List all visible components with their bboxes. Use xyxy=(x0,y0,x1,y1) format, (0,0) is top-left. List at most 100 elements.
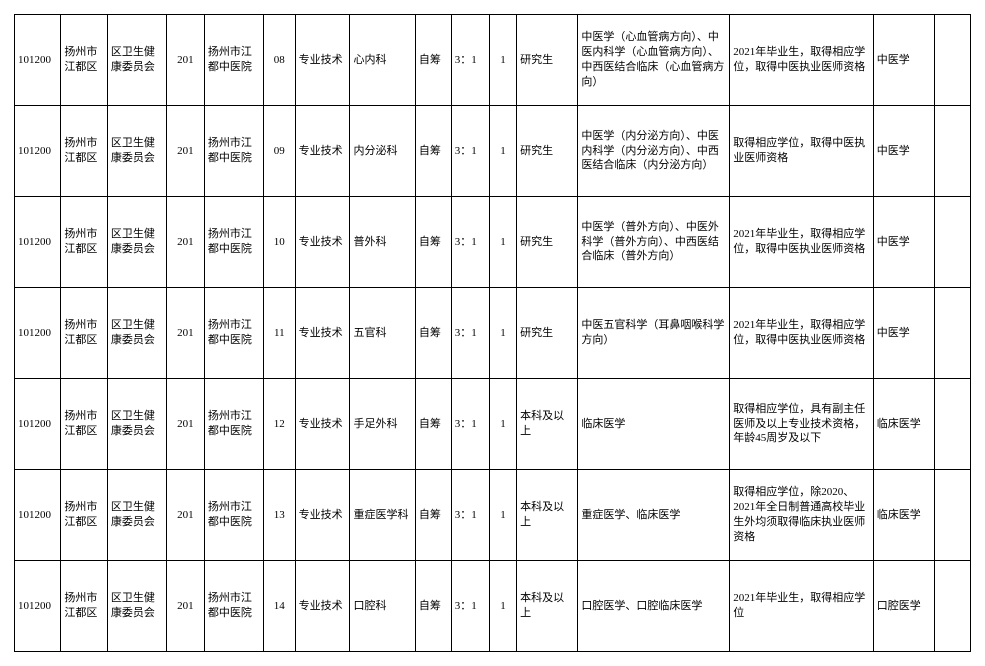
table-cell: 1 xyxy=(489,561,516,652)
table-cell: 中医五官科学（耳鼻咽喉科学方向） xyxy=(578,288,730,379)
table-cell: 扬州市江都区 xyxy=(61,470,107,561)
table-cell: 1 xyxy=(489,288,516,379)
table-cell: 本科及以上 xyxy=(517,470,578,561)
table-cell: 本科及以上 xyxy=(517,561,578,652)
table-cell: 中医学 xyxy=(873,197,934,288)
table-cell: 11 xyxy=(263,288,295,379)
table-cell: 101200 xyxy=(15,561,61,652)
table-row: 101200扬州市江都区区卫生健康委员会201扬州市江都中医院08专业技术心内科… xyxy=(15,15,971,106)
table-body: 101200扬州市江都区区卫生健康委员会201扬州市江都中医院08专业技术心内科… xyxy=(15,15,971,652)
table-cell: 扬州市江都中医院 xyxy=(204,106,263,197)
table-cell: 专业技术 xyxy=(295,197,350,288)
table-cell: 五官科 xyxy=(350,288,415,379)
table-cell: 手足外科 xyxy=(350,379,415,470)
table-cell: 扬州市江都区 xyxy=(61,561,107,652)
table-cell xyxy=(934,470,970,561)
table-cell: 专业技术 xyxy=(295,288,350,379)
table-cell: 2021年毕业生，取得相应学位 xyxy=(730,561,874,652)
table-cell: 12 xyxy=(263,379,295,470)
table-cell: 口腔科 xyxy=(350,561,415,652)
recruitment-table: 101200扬州市江都区区卫生健康委员会201扬州市江都中医院08专业技术心内科… xyxy=(14,14,971,652)
table-cell: 2021年毕业生，取得相应学位，取得中医执业医师资格 xyxy=(730,288,874,379)
table-cell: 101200 xyxy=(15,470,61,561)
table-cell: 3：1 xyxy=(451,15,489,106)
table-cell: 专业技术 xyxy=(295,106,350,197)
table-row: 101200扬州市江都区区卫生健康委员会201扬州市江都中医院13专业技术重症医… xyxy=(15,470,971,561)
table-row: 101200扬州市江都区区卫生健康委员会201扬州市江都中医院12专业技术手足外… xyxy=(15,379,971,470)
table-cell: 本科及以上 xyxy=(517,379,578,470)
table-cell: 自筹 xyxy=(415,15,451,106)
table-cell: 区卫生健康委员会 xyxy=(107,106,166,197)
table-cell: 扬州市江都区 xyxy=(61,106,107,197)
table-cell: 扬州市江都中医院 xyxy=(204,379,263,470)
table-cell: 扬州市江都区 xyxy=(61,379,107,470)
table-cell: 重症医学、临床医学 xyxy=(578,470,730,561)
table-cell: 专业技术 xyxy=(295,561,350,652)
table-cell: 扬州市江都区 xyxy=(61,15,107,106)
table-cell: 201 xyxy=(166,15,204,106)
table-cell: 3：1 xyxy=(451,470,489,561)
table-cell: 101200 xyxy=(15,197,61,288)
table-cell: 研究生 xyxy=(517,15,578,106)
table-cell: 101200 xyxy=(15,15,61,106)
table-cell: 临床医学 xyxy=(578,379,730,470)
table-cell: 口腔医学、口腔临床医学 xyxy=(578,561,730,652)
table-cell: 101200 xyxy=(15,106,61,197)
table-cell: 08 xyxy=(263,15,295,106)
table-cell: 专业技术 xyxy=(295,15,350,106)
table-cell: 扬州市江都区 xyxy=(61,288,107,379)
table-cell: 研究生 xyxy=(517,197,578,288)
table-cell: 区卫生健康委员会 xyxy=(107,288,166,379)
table-cell: 自筹 xyxy=(415,197,451,288)
table-cell: 201 xyxy=(166,379,204,470)
table-cell: 心内科 xyxy=(350,15,415,106)
table-cell: 3：1 xyxy=(451,561,489,652)
table-cell: 自筹 xyxy=(415,288,451,379)
table-cell: 14 xyxy=(263,561,295,652)
table-cell: 自筹 xyxy=(415,379,451,470)
table-cell: 13 xyxy=(263,470,295,561)
table-cell: 扬州市江都区 xyxy=(61,197,107,288)
table-cell: 普外科 xyxy=(350,197,415,288)
table-cell: 区卫生健康委员会 xyxy=(107,197,166,288)
table-cell: 区卫生健康委员会 xyxy=(107,15,166,106)
table-cell: 1 xyxy=(489,106,516,197)
table-cell: 10 xyxy=(263,197,295,288)
table-cell: 1 xyxy=(489,15,516,106)
table-cell: 取得相应学位，取得中医执业医师资格 xyxy=(730,106,874,197)
table-cell: 201 xyxy=(166,106,204,197)
table-cell: 区卫生健康委员会 xyxy=(107,470,166,561)
table-cell: 3：1 xyxy=(451,379,489,470)
table-cell: 临床医学 xyxy=(873,379,934,470)
table-cell: 1 xyxy=(489,470,516,561)
table-cell xyxy=(934,288,970,379)
table-cell: 区卫生健康委员会 xyxy=(107,561,166,652)
table-cell: 扬州市江都中医院 xyxy=(204,561,263,652)
table-row: 101200扬州市江都区区卫生健康委员会201扬州市江都中医院14专业技术口腔科… xyxy=(15,561,971,652)
table-cell: 201 xyxy=(166,470,204,561)
table-cell xyxy=(934,379,970,470)
table-cell: 201 xyxy=(166,288,204,379)
table-cell: 3：1 xyxy=(451,288,489,379)
table-cell: 研究生 xyxy=(517,106,578,197)
table-cell xyxy=(934,106,970,197)
table-cell: 101200 xyxy=(15,288,61,379)
table-cell: 09 xyxy=(263,106,295,197)
table-cell xyxy=(934,197,970,288)
table-cell: 扬州市江都中医院 xyxy=(204,288,263,379)
table-row: 101200扬州市江都区区卫生健康委员会201扬州市江都中医院10专业技术普外科… xyxy=(15,197,971,288)
table-cell: 内分泌科 xyxy=(350,106,415,197)
table-cell: 专业技术 xyxy=(295,470,350,561)
table-cell: 2021年毕业生，取得相应学位，取得中医执业医师资格 xyxy=(730,197,874,288)
table-cell: 口腔医学 xyxy=(873,561,934,652)
table-cell xyxy=(934,561,970,652)
table-cell: 自筹 xyxy=(415,106,451,197)
table-cell: 101200 xyxy=(15,379,61,470)
table-cell: 扬州市江都中医院 xyxy=(204,197,263,288)
table-cell xyxy=(934,15,970,106)
table-cell: 取得相应学位，除2020、2021年全日制普通高校毕业生外均须取得临床执业医师资… xyxy=(730,470,874,561)
table-cell: 中医学（普外方向）、中医外科学（普外方向）、中西医结合临床（普外方向） xyxy=(578,197,730,288)
table-cell: 专业技术 xyxy=(295,379,350,470)
table-row: 101200扬州市江都区区卫生健康委员会201扬州市江都中医院09专业技术内分泌… xyxy=(15,106,971,197)
table-cell: 研究生 xyxy=(517,288,578,379)
